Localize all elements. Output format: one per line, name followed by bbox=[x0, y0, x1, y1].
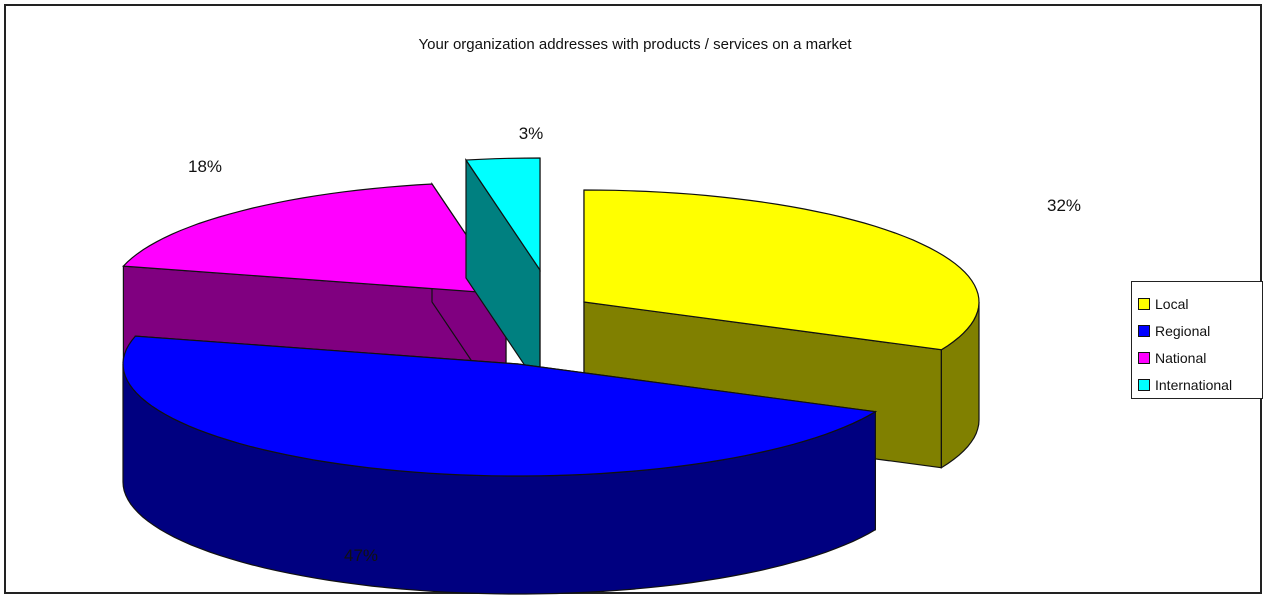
legend-item-local: Local bbox=[1138, 290, 1262, 317]
pie-chart: 32% 47% 18% 3% bbox=[122, 124, 1081, 595]
legend-label-regional: Regional bbox=[1155, 322, 1211, 339]
legend-swatch-local bbox=[1138, 297, 1150, 310]
chart-title: Your organization addresses with product… bbox=[418, 36, 852, 53]
legend-swatch-national bbox=[1138, 351, 1150, 364]
legend-label-national: National bbox=[1155, 349, 1207, 366]
legend-label-local: Local bbox=[1155, 295, 1189, 312]
data-label-national: 18% bbox=[188, 157, 222, 176]
data-label-local: 32% bbox=[1047, 196, 1081, 215]
data-label-regional: 47% bbox=[344, 546, 378, 565]
legend-label-international: International bbox=[1155, 376, 1233, 393]
legend-swatch-regional bbox=[1138, 324, 1150, 337]
legend-item-national: National bbox=[1138, 344, 1262, 371]
data-label-international: 3% bbox=[519, 124, 544, 143]
legend-item-regional: Regional bbox=[1138, 317, 1262, 344]
slice-local bbox=[583, 189, 980, 351]
legend-swatch-international bbox=[1138, 378, 1150, 391]
slice-international bbox=[464, 157, 541, 272]
slice-regional bbox=[122, 335, 878, 477]
slice-national bbox=[122, 183, 508, 295]
chart-frame: Your organization addresses with product… bbox=[4, 4, 1263, 595]
legend-item-international: International bbox=[1138, 371, 1262, 398]
legend: Local Regional National International bbox=[1131, 281, 1263, 399]
